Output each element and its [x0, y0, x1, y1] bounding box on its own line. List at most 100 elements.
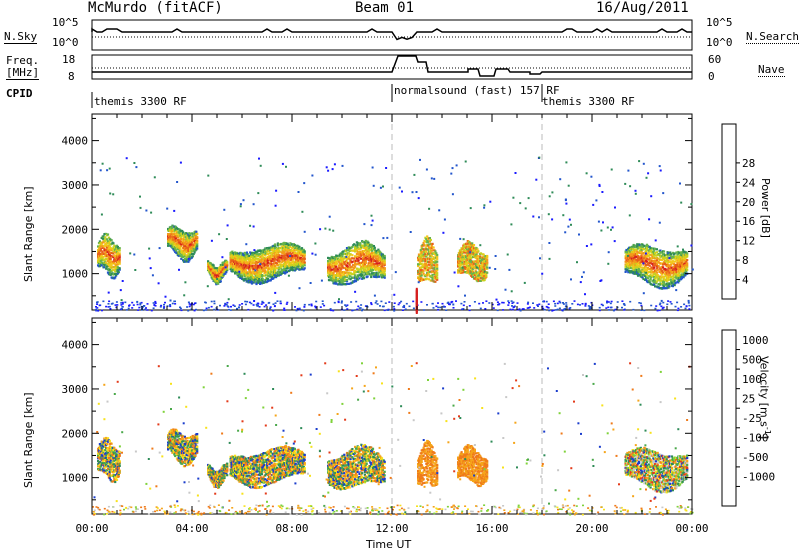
scatter-cell — [264, 252, 267, 255]
scatter-cell — [105, 456, 108, 460]
near-range-cell — [420, 301, 423, 303]
scatter-cell — [426, 235, 429, 238]
scatter-cell — [650, 254, 653, 257]
scatter-cell — [349, 259, 352, 262]
near-range-cell — [127, 307, 130, 310]
scatter-cell — [185, 232, 188, 235]
scatter-cell — [256, 279, 259, 282]
scatter-cell — [356, 278, 359, 281]
scatter-cell — [174, 237, 178, 240]
scatter-cell — [640, 255, 643, 258]
scatter-cell — [340, 267, 343, 270]
scatter-cell — [668, 264, 671, 267]
near-range-cell — [511, 302, 514, 304]
near-range-cell — [379, 305, 381, 307]
scatter-cell — [104, 462, 107, 465]
scatter-cell — [253, 252, 256, 255]
scatter-cell — [113, 261, 116, 265]
sparse-cell — [483, 206, 486, 209]
scatter-cell — [430, 259, 433, 262]
near-range-cell — [163, 306, 166, 308]
scatter-cell — [170, 232, 173, 235]
scatter-cell — [480, 267, 483, 270]
scatter-cell — [111, 272, 114, 275]
scatter-cell — [634, 255, 637, 258]
near-range-cell — [598, 306, 601, 309]
scatter-cell — [636, 264, 639, 267]
scatter-cell — [681, 269, 684, 273]
scatter-cell — [118, 249, 121, 252]
sparse-cell — [176, 181, 179, 183]
cpid-segment-2: normalsound (fast) 157 RF — [394, 84, 560, 97]
scatter-cell — [670, 275, 673, 278]
near-range-cell — [260, 303, 263, 305]
scatter-cell — [347, 282, 350, 285]
scatter-cell — [633, 257, 636, 260]
scatter-cell — [342, 262, 345, 265]
sparse-cell — [415, 191, 418, 193]
scatter-cell — [678, 259, 681, 263]
scatter-cell — [375, 249, 378, 252]
scatter-cell — [246, 271, 249, 274]
scatter-cell — [431, 277, 434, 280]
sparse-cell — [645, 176, 648, 179]
scatter-cell — [465, 253, 468, 256]
near-range-cell — [97, 310, 100, 312]
near-range-cell — [174, 303, 177, 305]
sparse-cell — [253, 300, 256, 302]
near-range-cell — [160, 304, 163, 307]
scatter-cell — [653, 276, 656, 279]
scatter-cell — [349, 278, 352, 281]
scatter-cell — [289, 251, 292, 254]
near-range-cell — [179, 306, 181, 309]
scatter-cell — [645, 266, 648, 269]
near-range-cell — [650, 304, 653, 307]
scatter-cell — [686, 264, 689, 267]
near-range-cell — [662, 301, 665, 304]
scatter-cell — [281, 258, 284, 261]
scatter-cell — [99, 241, 102, 244]
sparse-cell — [654, 239, 657, 242]
scatter-cell — [655, 248, 658, 251]
near-range-cell — [609, 302, 612, 305]
sparse-cell — [119, 289, 122, 292]
scatter-cell — [640, 248, 643, 251]
scatter-cell — [667, 259, 670, 262]
scatter-cell — [472, 275, 475, 278]
near-range-cell — [569, 307, 572, 309]
scatter-cell — [668, 278, 671, 281]
scatter-cell — [263, 267, 266, 270]
scatter-cell — [682, 271, 685, 274]
scatter-cell — [115, 244, 119, 247]
scatter-cell — [341, 275, 344, 278]
scatter-cell — [475, 273, 478, 276]
scatter-cell — [632, 266, 635, 269]
scatter-cell — [186, 238, 189, 241]
near-range-cell — [279, 300, 282, 303]
scatter-cell — [289, 242, 292, 245]
scatter-cell — [302, 248, 305, 251]
near-range-cell — [655, 305, 658, 307]
scatter-cell — [97, 465, 100, 468]
sparse-cell — [590, 175, 593, 178]
scatter-cell — [431, 274, 434, 277]
scatter-cell — [179, 248, 182, 251]
sparse-cell — [539, 257, 541, 260]
sparse-cell — [275, 189, 278, 192]
scatter-cell — [106, 233, 110, 236]
sparse-cell — [559, 178, 562, 181]
sparse-cell — [311, 174, 314, 177]
scatter-cell — [677, 253, 680, 256]
scatter-cell — [482, 253, 485, 256]
near-range-cell — [447, 301, 450, 304]
sparse-cell — [658, 221, 661, 224]
scatter-cell — [463, 265, 466, 268]
near-range-cell — [600, 303, 603, 306]
scatter-cell — [171, 246, 174, 249]
scatter-cell — [249, 268, 252, 271]
scatter-cell — [254, 275, 257, 278]
scatter-cell — [242, 278, 245, 281]
scatter-cell — [367, 241, 370, 244]
scatter-cell — [102, 460, 105, 463]
scatter-cell — [268, 262, 271, 265]
